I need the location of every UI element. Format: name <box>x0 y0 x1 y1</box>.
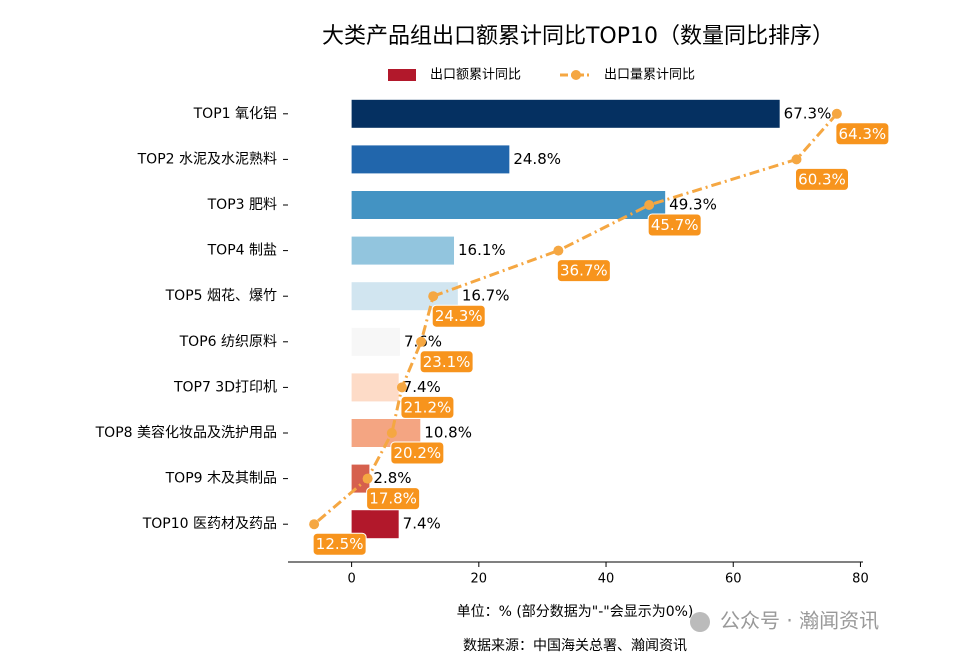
value-label-box <box>647 213 702 237</box>
line-value-label: 21.2% <box>404 398 452 416</box>
line-marker <box>428 291 439 302</box>
value-label-box <box>419 350 474 374</box>
value-label-box <box>556 259 611 283</box>
value-label-box <box>400 395 455 419</box>
line-value-label: 17.8% <box>369 490 417 508</box>
line-value-label: 24.3% <box>435 307 483 325</box>
line-marker <box>386 428 397 438</box>
x-tick-label: 80 <box>852 572 869 587</box>
value-label-box <box>794 167 849 191</box>
bar <box>351 99 780 128</box>
bar-value-label: 2.8% <box>373 469 411 487</box>
line-marker <box>396 382 407 393</box>
watermark-icon <box>690 612 710 632</box>
value-label-box <box>835 122 890 146</box>
bar-value-label: 67.3% <box>784 104 832 122</box>
bar <box>351 191 666 219</box>
x-tick-label: 0 <box>347 572 355 587</box>
line-marker <box>362 473 373 484</box>
line-marker <box>553 245 564 256</box>
x-axis-label: 单位：% (部分数据为"-"会显示为0%) <box>457 604 694 620</box>
line-value-label: 60.3% <box>798 170 846 188</box>
bar-value-label: 16.7% <box>462 287 510 305</box>
line-marker <box>416 336 427 347</box>
bar-value-label: 49.3% <box>669 196 717 214</box>
source: 数据来源：中国海关总署、瀚闻资讯 <box>463 638 687 654</box>
bar <box>351 236 455 265</box>
bar <box>351 373 399 402</box>
legend-marker <box>571 70 581 80</box>
y-tick-label: TOP9 木及其制品 <box>165 471 277 487</box>
y-tick-label: TOP7 3D打印机 <box>173 378 277 395</box>
y-tick-label: TOP4 制盐 <box>207 243 277 259</box>
bar-value-label: 10.8% <box>424 424 472 442</box>
line-value-label: 45.7% <box>651 216 699 234</box>
value-label-box <box>366 487 421 511</box>
line-value-label: 23.1% <box>423 353 471 371</box>
value-label-box <box>390 441 445 465</box>
bar <box>351 464 370 493</box>
x-tick-label: 20 <box>471 572 488 587</box>
line-marker <box>791 154 802 165</box>
legend-label: 出口额累计同比 <box>430 68 521 83</box>
watermark: 公众号 · 瀚闻资讯 <box>720 609 879 633</box>
bar-value-label: 24.8% <box>513 150 561 168</box>
line-value-label: 36.7% <box>560 262 608 280</box>
y-tick-label: TOP10 医药材及药品 <box>142 516 277 532</box>
chart-title: 大类产品组出口额累计同比TOP10（数量同比排序） <box>322 24 834 49</box>
value-label-box <box>431 304 486 328</box>
line-marker <box>309 519 320 530</box>
bar-value-label: 7.4% <box>403 515 441 533</box>
legend-label: 出口量累计同比 <box>604 68 695 83</box>
legend-swatch <box>388 69 416 81</box>
bar-value-label: 16.1% <box>458 241 506 259</box>
line-value-label: 20.2% <box>394 444 442 462</box>
y-tick-label: TOP5 烟花、爆竹 <box>165 288 277 304</box>
line-value-label: 64.3% <box>839 125 887 143</box>
line-marker <box>831 108 842 119</box>
y-tick-label: TOP2 水泥及水泥熟料 <box>137 151 277 167</box>
bar-value-label: 7.4% <box>403 378 441 396</box>
bar <box>351 327 400 356</box>
y-tick-label: TOP8 美容化妆品及洗护用品 <box>95 424 277 441</box>
line-marker <box>644 200 655 210</box>
y-tick-label: TOP6 纺织原料 <box>179 334 277 350</box>
x-tick-label: 40 <box>598 572 615 587</box>
x-tick-label: 60 <box>725 572 742 587</box>
value-label-box <box>312 532 367 556</box>
line-value-label: 12.5% <box>316 535 364 553</box>
y-tick-label: TOP3 肥料 <box>207 197 277 213</box>
bar <box>351 145 510 174</box>
y-tick-label: TOP1 氧化铝 <box>193 106 277 122</box>
